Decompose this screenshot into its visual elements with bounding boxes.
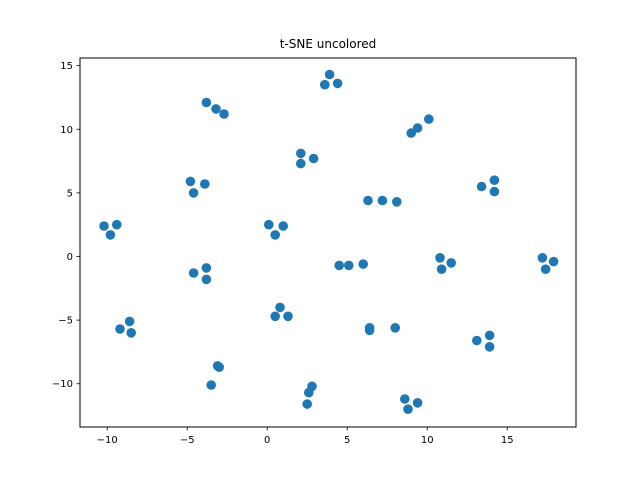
data-point — [435, 252, 445, 263]
data-point — [377, 195, 388, 206]
data-point — [214, 362, 224, 373]
data-point — [540, 264, 551, 275]
data-point — [219, 109, 229, 119]
data-point — [296, 148, 306, 159]
data-point — [363, 195, 373, 206]
data-point — [200, 179, 210, 189]
data-point — [332, 78, 343, 89]
x-tick-label: 5 — [344, 435, 350, 446]
data-point — [484, 342, 495, 352]
data-point — [270, 311, 281, 322]
y-tick-label: −5 — [58, 316, 73, 327]
data-point — [344, 260, 354, 271]
data-point — [436, 264, 447, 275]
data-point — [320, 79, 330, 90]
x-tick-label: −10 — [97, 435, 118, 446]
data-point — [115, 324, 125, 334]
data-point — [188, 188, 199, 198]
data-point — [358, 259, 369, 269]
ticks-layer: −10 −5 0 5 10 15 −10 −5 0 5 10 15 — [52, 61, 514, 446]
data-point — [112, 219, 122, 230]
y-tick-label: 5 — [67, 188, 73, 199]
data-point — [412, 398, 423, 408]
data-point — [392, 197, 402, 207]
data-point — [296, 158, 306, 169]
data-point — [548, 256, 559, 267]
x-tick-label: 10 — [421, 435, 434, 446]
data-point — [476, 181, 487, 192]
data-point — [206, 380, 216, 390]
data-point — [472, 335, 482, 346]
data-point — [283, 311, 293, 322]
data-point — [412, 123, 423, 133]
y-tick-label: 0 — [67, 252, 73, 263]
plot-frame — [79, 57, 577, 428]
data-point — [403, 404, 413, 415]
data-point — [537, 252, 548, 263]
chart-title: t-SNE uncolored — [280, 37, 377, 51]
data-point — [201, 274, 212, 285]
data-point — [308, 153, 319, 164]
data-point — [201, 97, 212, 108]
data-point — [324, 69, 335, 80]
data-point — [270, 230, 281, 240]
data-point — [275, 302, 285, 313]
data-point — [124, 316, 135, 327]
x-tick-label: −5 — [180, 435, 195, 446]
data-point — [406, 128, 417, 138]
data-point — [105, 230, 116, 240]
data-point — [307, 381, 317, 392]
y-tick-label: 15 — [60, 61, 73, 72]
data-point — [400, 394, 410, 404]
data-point — [126, 328, 136, 338]
x-tick-label: 0 — [264, 435, 270, 446]
data-point — [201, 263, 212, 273]
data-point — [489, 175, 500, 185]
data-point — [185, 176, 196, 187]
data-point — [188, 268, 199, 278]
data-point — [211, 104, 221, 114]
y-tick-label: 10 — [60, 125, 73, 136]
data-point — [484, 330, 495, 341]
data-point — [278, 221, 289, 231]
data-point — [489, 186, 500, 197]
data-point — [302, 399, 313, 409]
x-tick-label: 15 — [501, 435, 514, 446]
data-point — [424, 114, 434, 124]
data-point — [264, 219, 274, 230]
data-point — [334, 260, 345, 271]
data-point — [390, 323, 401, 333]
points-layer — [99, 69, 559, 415]
data-point — [446, 258, 457, 268]
data-point — [364, 325, 375, 336]
y-tick-label: −10 — [52, 379, 73, 390]
data-point — [99, 221, 109, 231]
